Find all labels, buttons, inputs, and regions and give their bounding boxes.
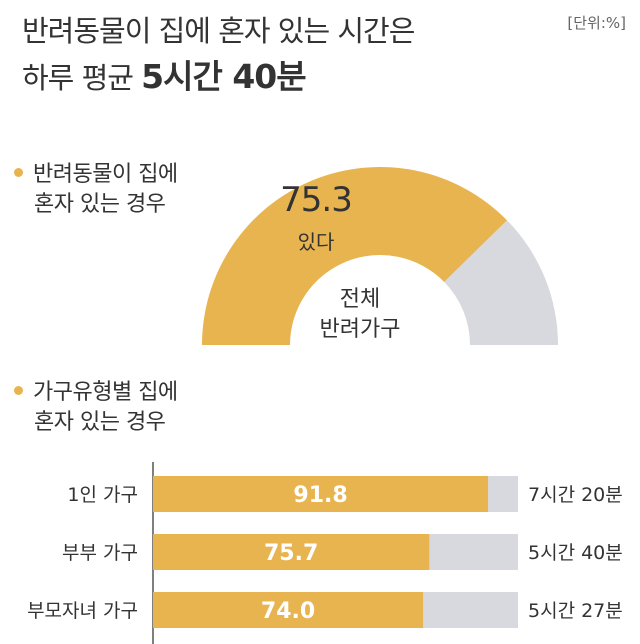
category-label: 1인 가구: [67, 484, 138, 506]
duration-annotation: 5시간 40분: [528, 542, 623, 564]
bar: [153, 476, 489, 512]
category-label: 부부 가구: [62, 542, 138, 564]
gauge-slice-remainder: [444, 220, 558, 345]
bar-value-label: 75.7: [264, 541, 318, 566]
bullet-dot-icon: [14, 167, 23, 177]
title-highlight: 5시간 40분: [141, 57, 306, 96]
gauge-center-line2: 반려가구: [319, 317, 401, 342]
title-line2-prefix: 하루 평균: [22, 61, 142, 95]
bar: [153, 534, 430, 570]
gauge-center-line1: 전체: [339, 287, 381, 312]
bullet-dot-icon: [14, 385, 23, 395]
unit-label: [단위:%]: [567, 14, 626, 32]
bar-value-label: 91.8: [293, 483, 347, 508]
bar-value-label: 74.0: [261, 599, 315, 624]
section2-line1: 가구유형별 집에: [33, 380, 178, 405]
section1-line2: 혼자 있는 경우: [34, 192, 166, 217]
duration-annotation: 5시간 27분: [528, 600, 623, 622]
gauge-center-label: 전체 반려가구: [300, 285, 420, 345]
bar: [153, 592, 424, 628]
category-label: 부모자녀 가구: [27, 600, 138, 622]
chart-title: 반려동물이 집에 혼자 있는 시간은 하루 평균 5시간 40분: [22, 8, 415, 101]
title-line1: 반려동물이 집에 혼자 있는 시간은: [22, 14, 415, 48]
section1-line1: 반려동물이 집에: [33, 162, 178, 187]
gauge-slice-yes: [202, 166, 508, 345]
section2-label: 가구유형별 집에 혼자 있는 경우: [14, 378, 178, 438]
section1-label: 반려동물이 집에 혼자 있는 경우: [14, 160, 178, 220]
title-line2: 하루 평균 5시간 40분: [22, 54, 414, 101]
section2-line2: 혼자 있는 경우: [34, 410, 166, 435]
gauge-slice-label: 있다: [297, 230, 335, 254]
gauge-value-label: 75.3: [280, 180, 353, 220]
duration-annotation: 7시간 20분: [528, 484, 623, 506]
